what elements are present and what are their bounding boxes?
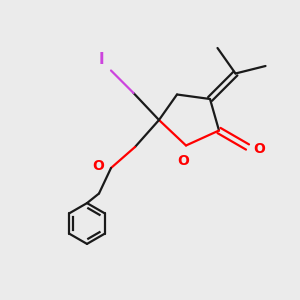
Text: O: O [253, 142, 265, 156]
Text: O: O [92, 160, 104, 173]
Text: I: I [99, 52, 104, 67]
Text: O: O [178, 154, 190, 168]
